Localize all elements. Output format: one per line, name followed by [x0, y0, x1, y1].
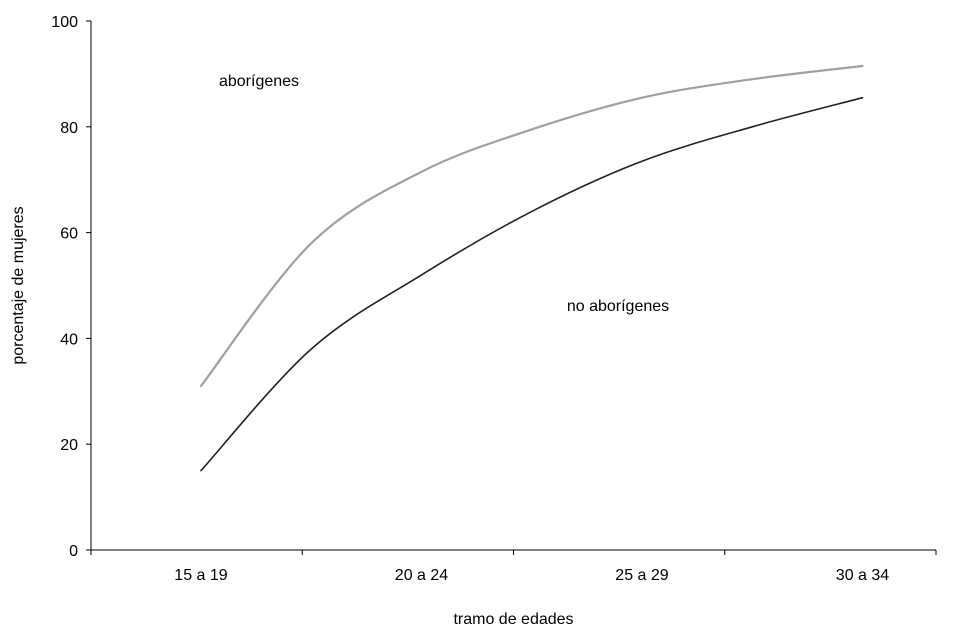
- series-label-aborigenes: aborígenes: [219, 73, 299, 90]
- y-tick-label: 0: [69, 543, 78, 560]
- y-axis-title: porcentaje de mujeres: [10, 206, 27, 364]
- x-tick-label: 30 a 34: [836, 567, 889, 584]
- x-axis-title: tramo de edades: [453, 611, 573, 628]
- y-tick-label: 80: [60, 120, 78, 137]
- y-tick-label: 60: [60, 226, 78, 243]
- x-tick-label: 25 a 29: [615, 567, 668, 584]
- y-tick-label: 20: [60, 437, 78, 454]
- x-axis-ticks: 15 a 19 20 a 24 25 a 29 30 a 34: [90, 550, 937, 584]
- series-line-aborigenes: [199, 64, 864, 388]
- series-label-no-aborigenes: no aborígenes: [567, 298, 669, 315]
- y-axis-ticks: 0 20 40 60 80 100: [51, 14, 91, 560]
- series-lines: [199, 64, 864, 472]
- x-tick-label: 20 a 24: [395, 567, 448, 584]
- y-tick-label: 40: [60, 331, 78, 348]
- x-tick-label: 15 a 19: [174, 567, 227, 584]
- series-line-no-aborigenes: [200, 96, 864, 472]
- series-labels: aborígenes no aborígenes: [219, 73, 669, 315]
- y-tick-label: 100: [51, 14, 78, 31]
